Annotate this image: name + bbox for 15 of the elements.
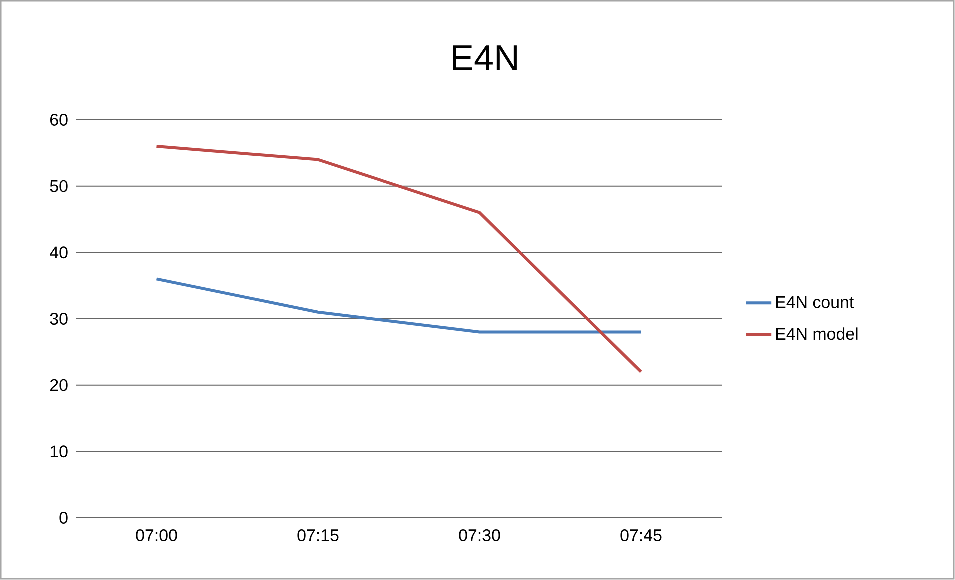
chart-title: E4N [453,46,517,70]
line-series [155,145,643,374]
y-tick-label: 60 [50,114,68,126]
y-tick-label: 30 [50,312,68,325]
y-tick-label: 20 [50,379,68,392]
legend-label: E4N model [776,328,858,340]
x-tick-label: 07:15 [298,530,339,542]
x-tick-label: 07:30 [459,530,500,542]
y-tick-label: 10 [50,446,68,458]
y-tick-label: 40 [50,246,68,259]
y-tick-label: 50 [50,180,68,192]
x-tick-label: 07:00 [136,530,178,542]
x-tick-label: 07:45 [620,530,662,542]
legend-label: E4N count [776,296,854,308]
y-tick-label: 0 [60,512,68,524]
